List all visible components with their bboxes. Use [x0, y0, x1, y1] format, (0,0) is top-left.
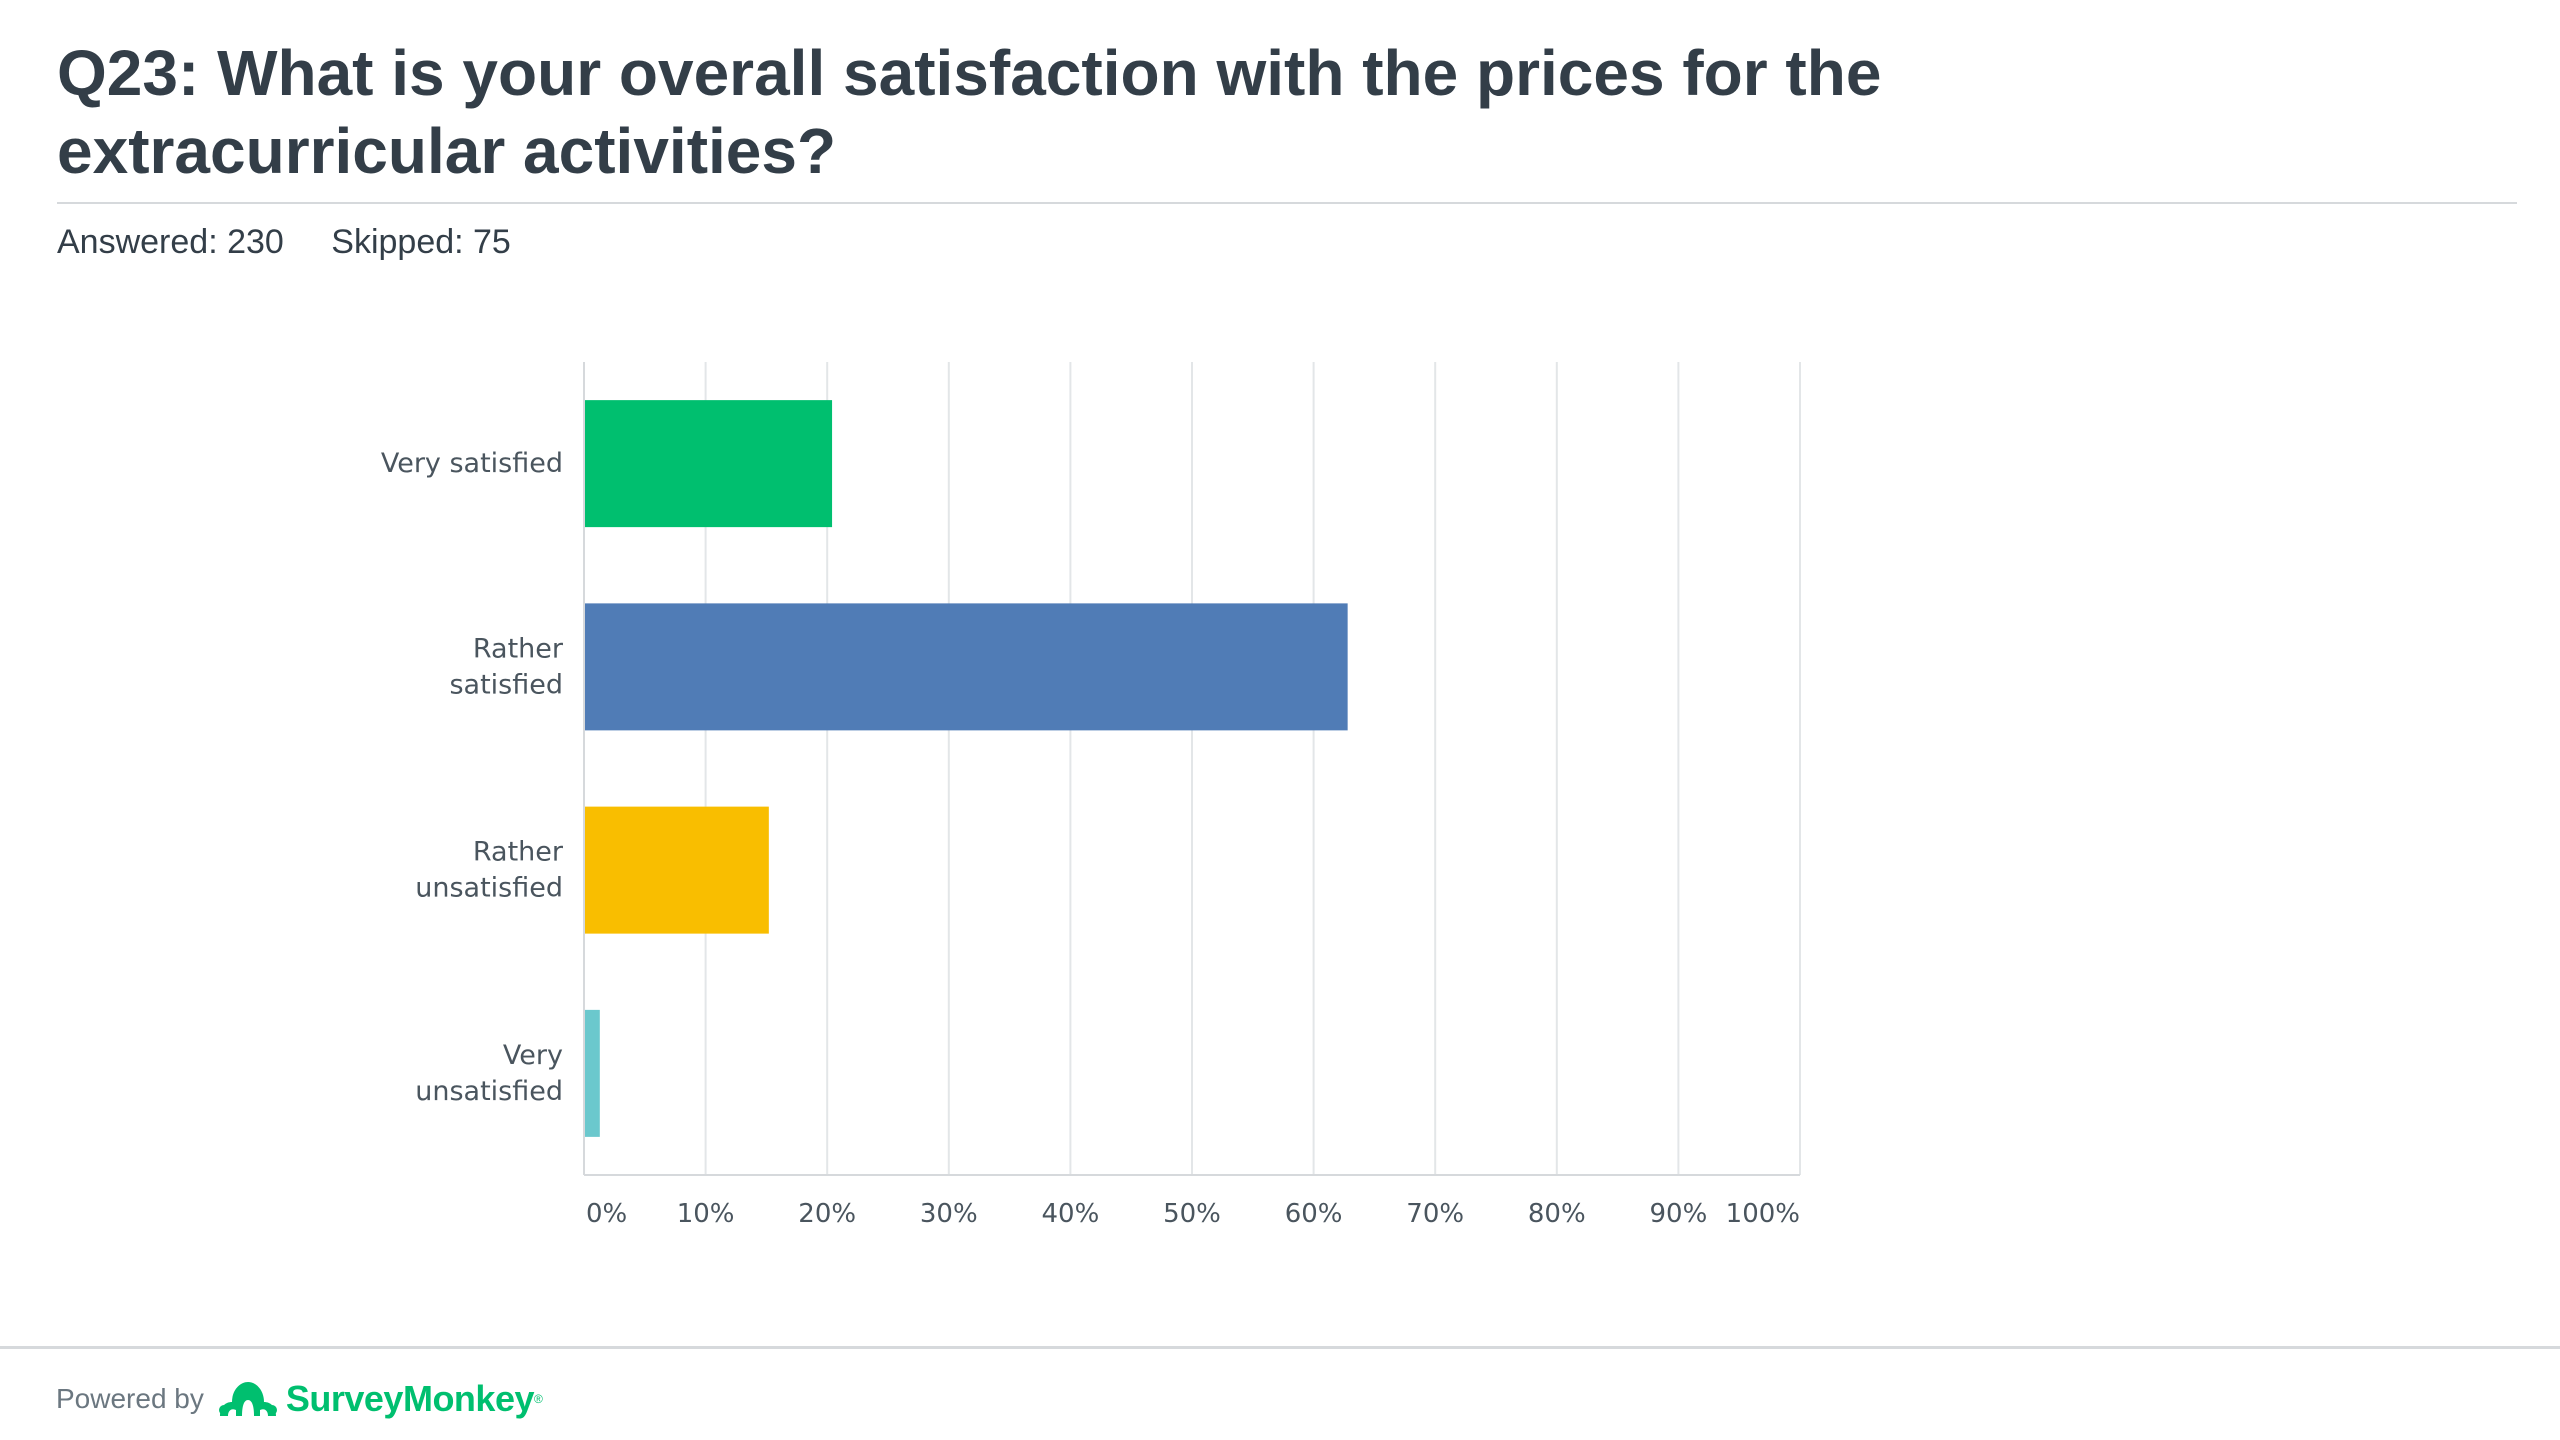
x-tick-label: 40%	[1042, 1199, 1100, 1229]
x-tick-label: 70%	[1406, 1199, 1464, 1229]
x-tick-label: 10%	[677, 1199, 735, 1229]
registered-mark: ®	[533, 1392, 543, 1406]
surveymonkey-logo-icon	[218, 1382, 277, 1416]
x-tick-label: 100%	[1726, 1199, 1800, 1229]
x-tick-label: 20%	[798, 1199, 856, 1229]
powered-by-surveymonkey[interactable]: Powered by SurveyMonkey ®	[56, 1376, 543, 1422]
footer-divider	[0, 1346, 2560, 1349]
question-title: Q23: What is your overall satisfaction w…	[57, 37, 1882, 187]
skipped-count: Skipped: 75	[331, 223, 511, 261]
bar-rather-satisfied	[584, 603, 1348, 731]
category-label: Very satisfied	[381, 448, 563, 479]
x-tick-label: 90%	[1650, 1199, 1708, 1229]
x-tick-label: 50%	[1163, 1199, 1221, 1229]
category-label: unsatisfied	[415, 873, 563, 904]
x-tick-label: 60%	[1285, 1199, 1343, 1229]
category-label: Very	[503, 1040, 563, 1071]
powered-by-label: Powered by	[56, 1383, 204, 1414]
category-label: unsatisfied	[415, 1076, 563, 1107]
surveymonkey-brand: SurveyMonkey	[285, 1378, 535, 1419]
bar-rather-unsatisfied	[584, 806, 769, 934]
category-label: Rather	[473, 837, 564, 868]
x-tick-label: 80%	[1528, 1199, 1586, 1229]
bar-very-satisfied	[584, 400, 833, 528]
answered-count: Answered: 230	[57, 223, 284, 261]
title-divider	[57, 202, 2517, 204]
category-label: Rather	[473, 633, 564, 664]
satisfaction-bar-chart: Very satisfied Rather satisfied Rather unsat…	[381, 362, 1801, 1229]
category-label: satisfied	[449, 669, 563, 700]
x-tick-label: 0%	[586, 1199, 627, 1229]
x-tick-label: 30%	[920, 1199, 978, 1229]
bar-very-unsatisfied	[584, 1009, 600, 1137]
response-stats: Answered: 230 Skipped: 75	[57, 218, 511, 266]
